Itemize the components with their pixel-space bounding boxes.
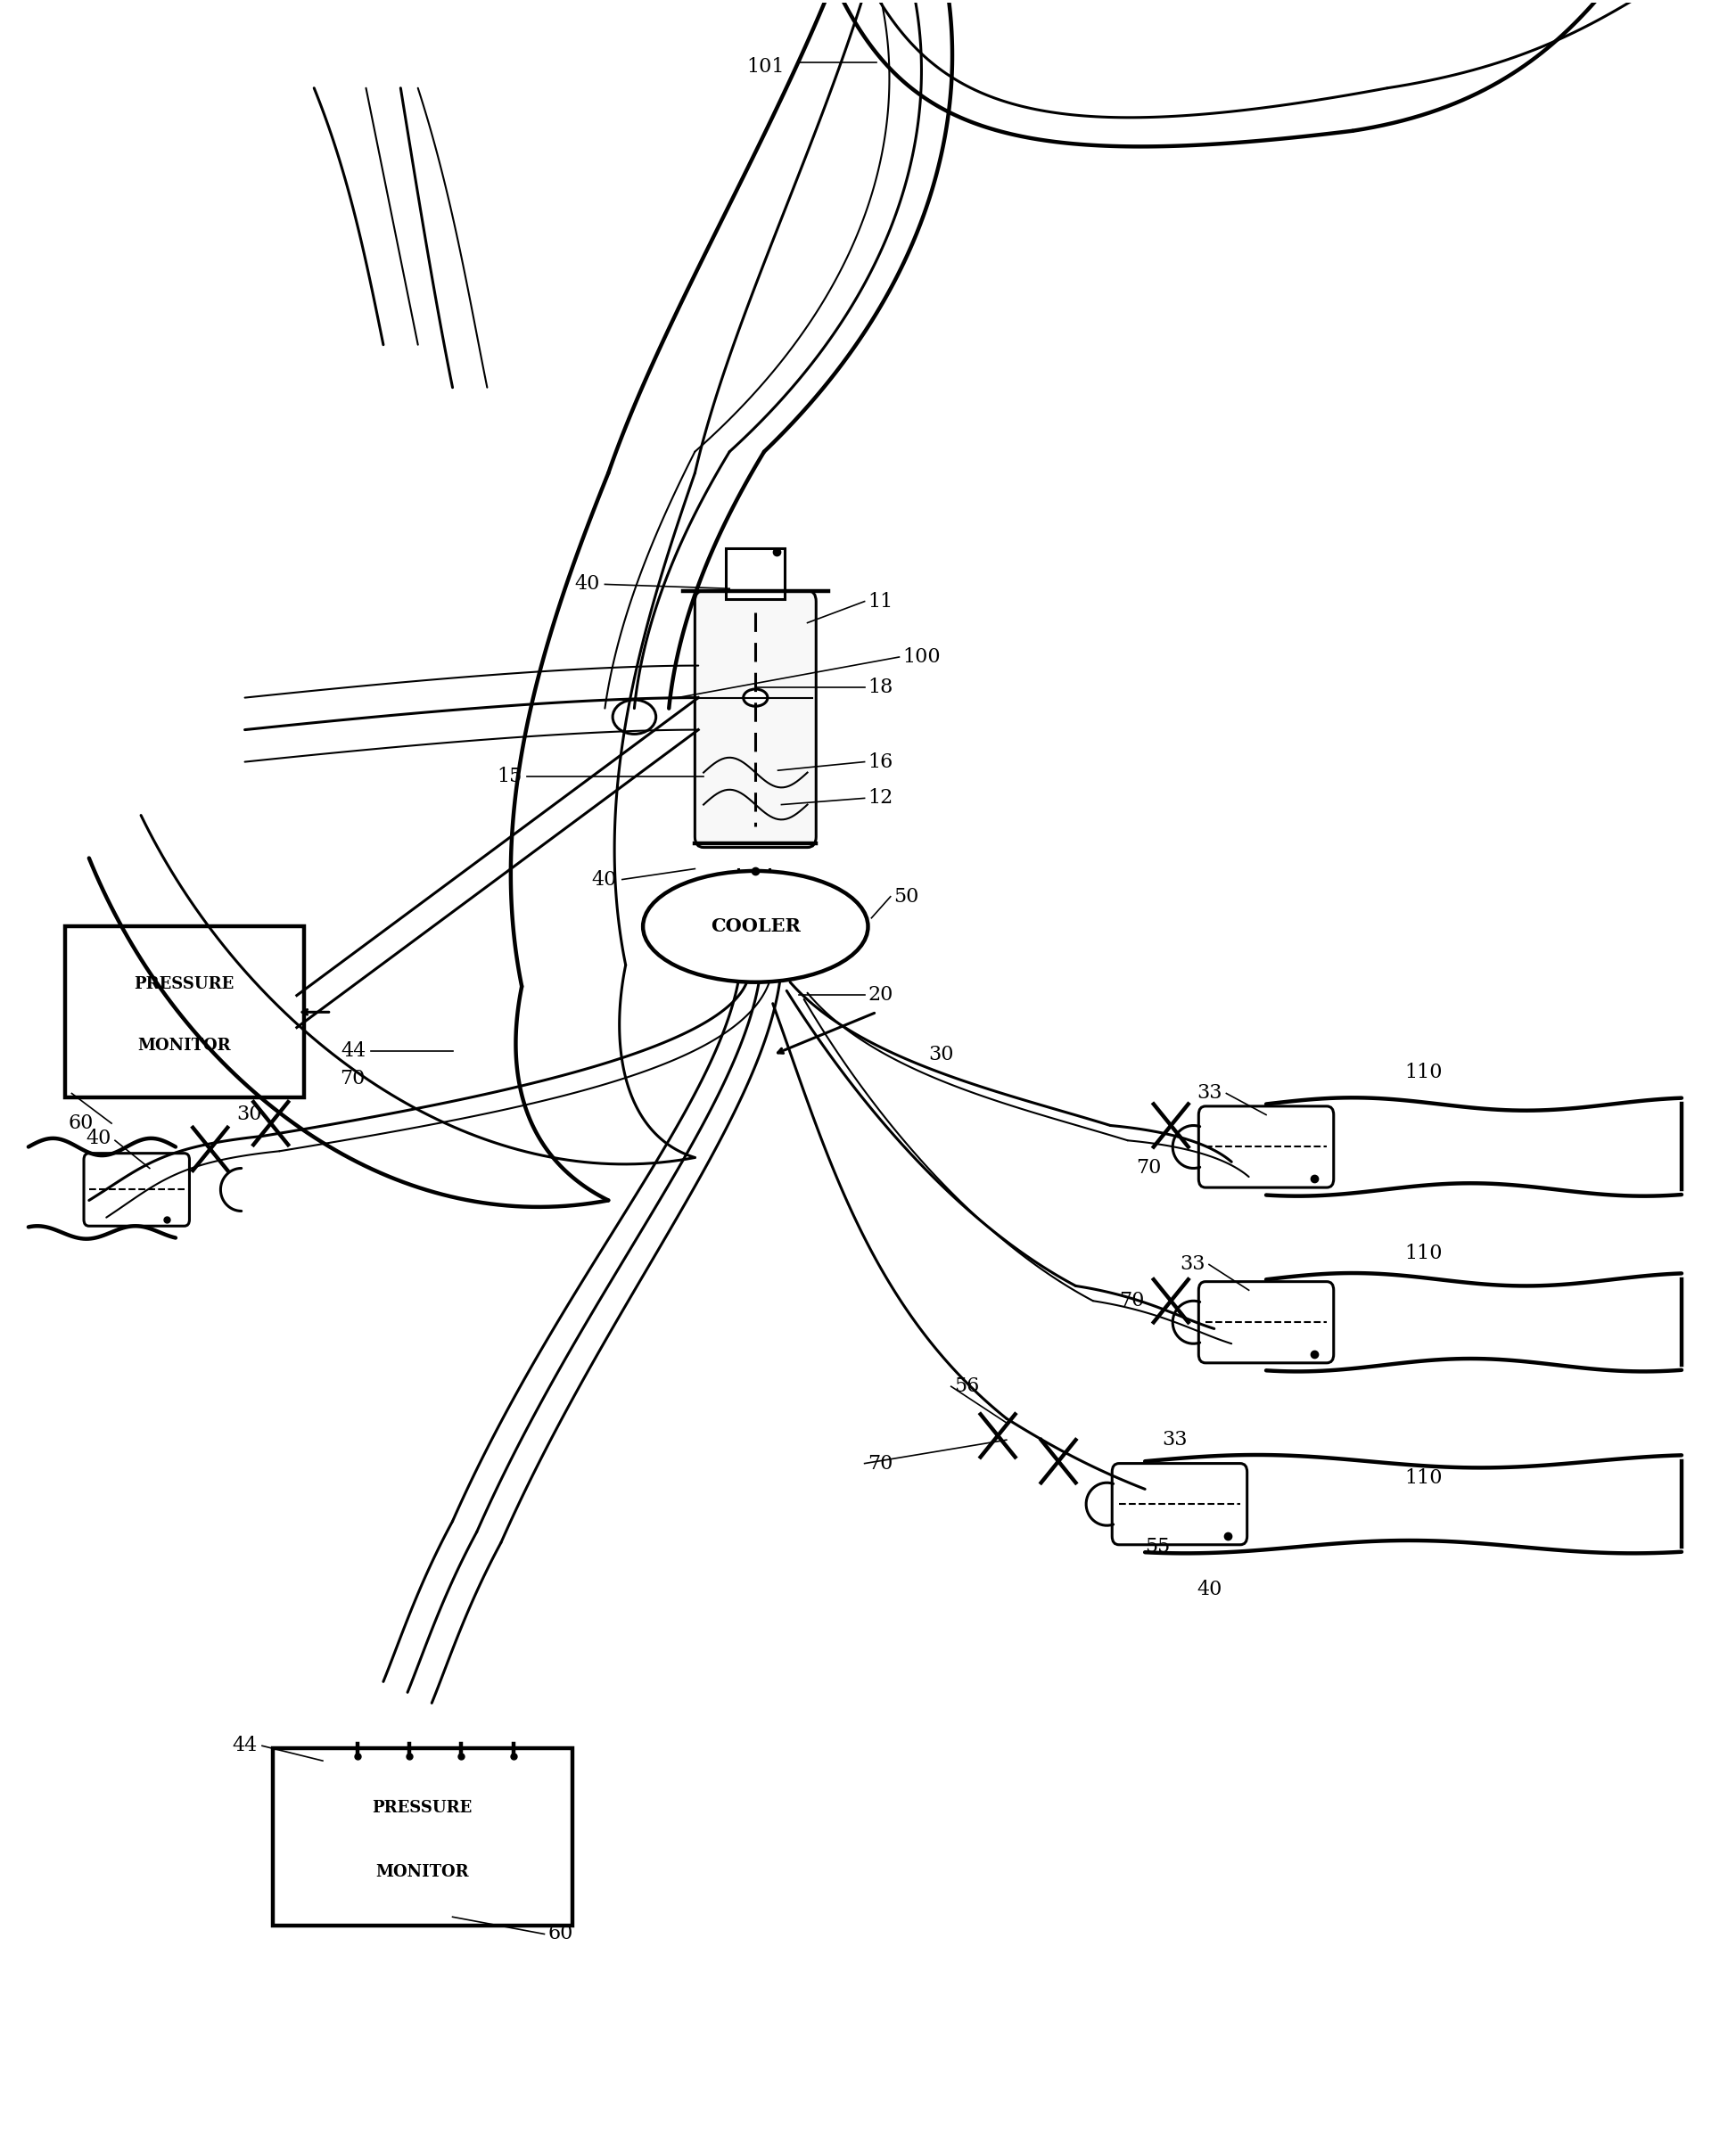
Text: MONITOR: MONITOR bbox=[375, 1863, 469, 1880]
FancyBboxPatch shape bbox=[1198, 1282, 1333, 1364]
Text: 110: 110 bbox=[1404, 1469, 1443, 1488]
Text: 56: 56 bbox=[955, 1376, 979, 1396]
Text: COOLER: COOLER bbox=[710, 918, 800, 935]
Text: MONITOR: MONITOR bbox=[137, 1038, 231, 1055]
Text: 30: 30 bbox=[236, 1104, 262, 1126]
Text: PRESSURE: PRESSURE bbox=[372, 1799, 472, 1816]
Text: 16: 16 bbox=[868, 753, 894, 772]
Text: 40: 40 bbox=[592, 870, 616, 890]
Text: 44: 44 bbox=[231, 1737, 257, 1756]
FancyBboxPatch shape bbox=[726, 549, 785, 600]
Ellipse shape bbox=[613, 699, 656, 733]
Text: 30: 30 bbox=[929, 1044, 955, 1066]
Text: 100: 100 bbox=[903, 647, 941, 667]
Text: 60: 60 bbox=[549, 1923, 573, 1945]
Text: 20: 20 bbox=[868, 986, 894, 1006]
Text: 33: 33 bbox=[1163, 1430, 1187, 1449]
Ellipse shape bbox=[642, 870, 868, 982]
Text: 18: 18 bbox=[868, 678, 894, 697]
Text: 11: 11 bbox=[868, 592, 894, 611]
FancyBboxPatch shape bbox=[694, 592, 816, 847]
FancyBboxPatch shape bbox=[83, 1153, 189, 1226]
Text: 101: 101 bbox=[746, 58, 785, 77]
Text: 12: 12 bbox=[868, 789, 894, 808]
Text: 33: 33 bbox=[1179, 1254, 1205, 1274]
Text: 55: 55 bbox=[1146, 1537, 1170, 1557]
FancyBboxPatch shape bbox=[1113, 1464, 1246, 1544]
Text: 40: 40 bbox=[1196, 1580, 1222, 1599]
Text: 70: 70 bbox=[868, 1454, 894, 1473]
Text: 60: 60 bbox=[68, 1113, 94, 1134]
Ellipse shape bbox=[743, 688, 767, 705]
Text: 50: 50 bbox=[894, 888, 920, 907]
FancyBboxPatch shape bbox=[273, 1747, 571, 1925]
Text: 70: 70 bbox=[340, 1068, 365, 1089]
Text: 33: 33 bbox=[1196, 1083, 1222, 1104]
Text: 110: 110 bbox=[1404, 1244, 1443, 1263]
Text: 70: 70 bbox=[1120, 1291, 1144, 1310]
Text: 70: 70 bbox=[1137, 1158, 1161, 1177]
Text: 40: 40 bbox=[85, 1128, 111, 1149]
Text: 44: 44 bbox=[340, 1040, 366, 1061]
FancyBboxPatch shape bbox=[64, 926, 304, 1098]
Text: 110: 110 bbox=[1404, 1061, 1443, 1083]
Text: 15: 15 bbox=[496, 768, 523, 787]
Text: PRESSURE: PRESSURE bbox=[134, 976, 234, 993]
FancyBboxPatch shape bbox=[1198, 1106, 1333, 1188]
Text: 40: 40 bbox=[575, 575, 599, 594]
